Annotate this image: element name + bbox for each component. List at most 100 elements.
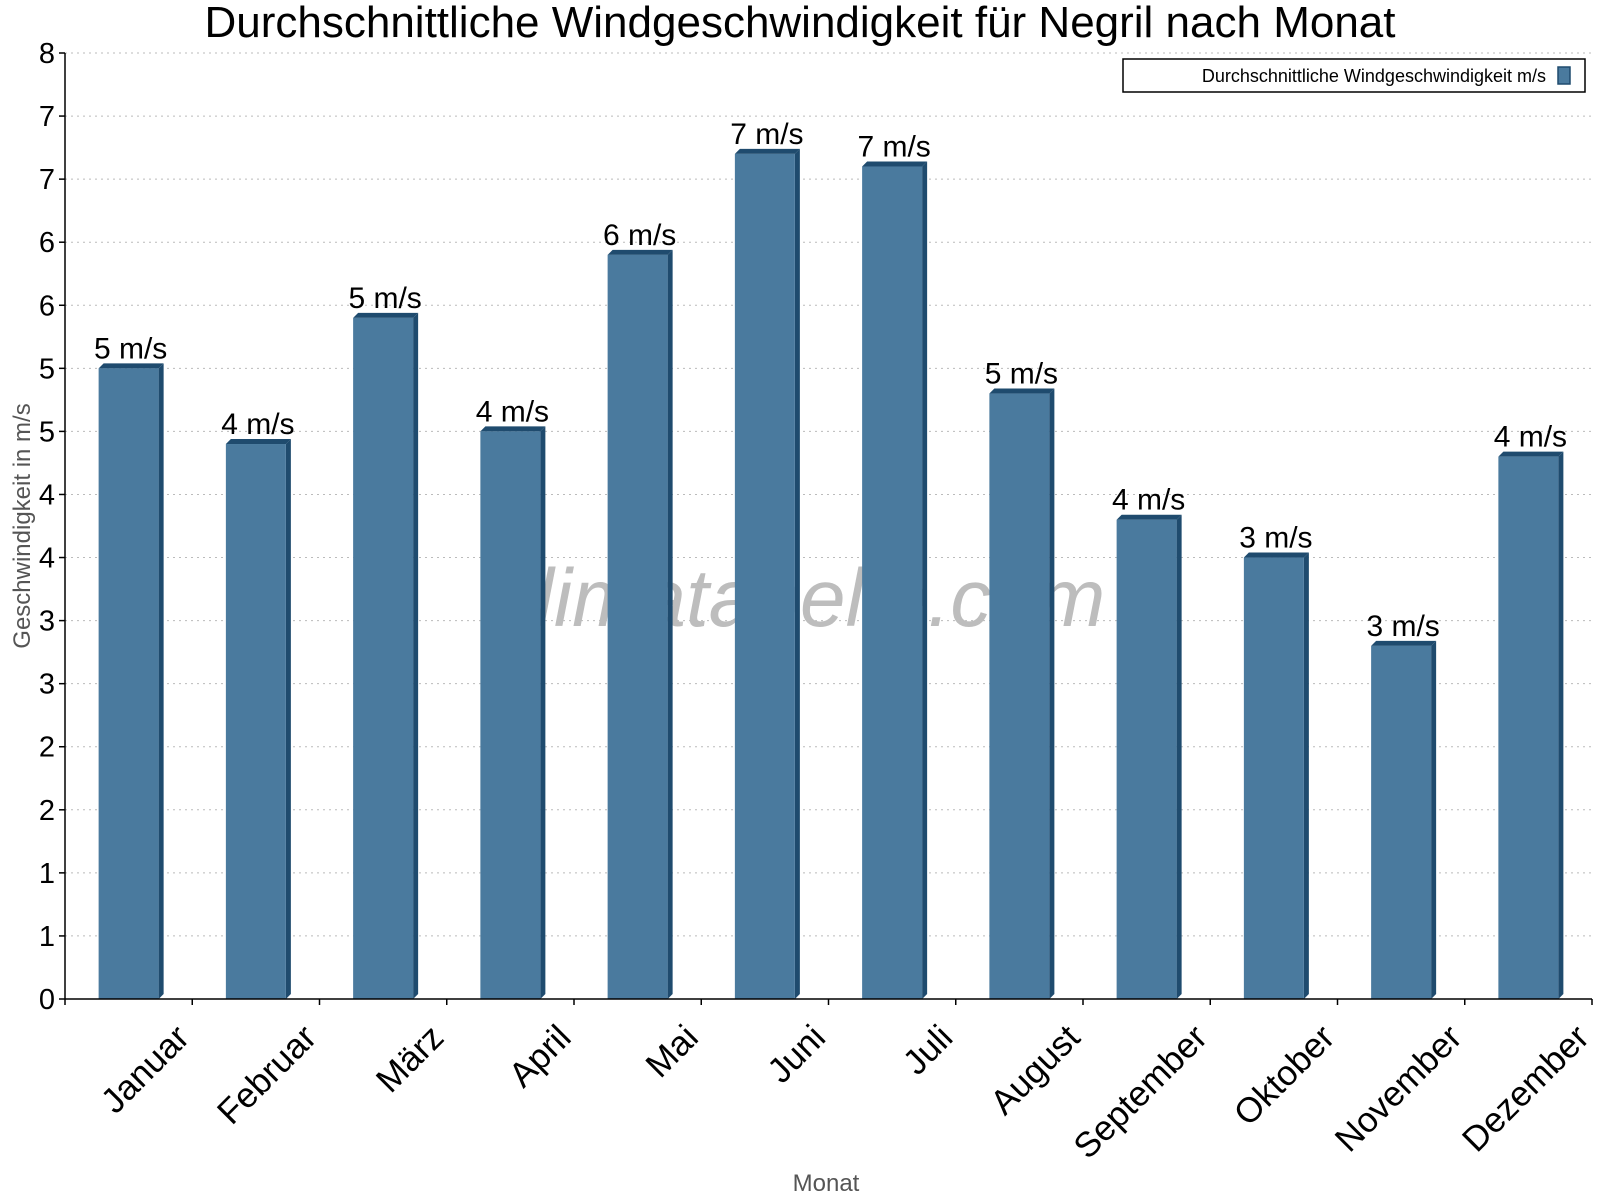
bar-side	[413, 312, 419, 999]
x-tick-label: April	[501, 1018, 578, 1095]
y-tick-label: 4	[39, 543, 55, 575]
bar	[989, 393, 1050, 999]
data-label: 4 m/s	[221, 408, 294, 441]
x-tick-label: Juli	[896, 1018, 961, 1083]
x-tick-label: August	[983, 1017, 1088, 1122]
bar-top	[1371, 640, 1437, 646]
data-label: 7 m/s	[730, 118, 803, 151]
bar-top	[1498, 451, 1564, 457]
bar-top	[862, 161, 928, 167]
bar-top	[1116, 514, 1182, 520]
x-tick-label: November	[1328, 1017, 1470, 1159]
bar-top	[353, 312, 419, 318]
x-tick-label: Oktober	[1226, 1017, 1342, 1133]
bar-side	[1303, 552, 1309, 999]
bar	[607, 254, 668, 999]
x-axis-ticks: Januar Februar März April Mai Juni Juli AugustS…	[64, 999, 1597, 1166]
bar-side	[1049, 388, 1055, 999]
data-label: 5 m/s	[348, 282, 421, 315]
bar-juni: 7 m/s	[730, 118, 804, 999]
bar-series: 5 m/s 4 m/s 5 m/s 4 m/s 6 m/s 7 m/s 7 m/s 5 m/s…	[94, 118, 1567, 1000]
y-tick-label: 7	[39, 164, 55, 196]
chart-title: Durchschnittliche Windgeschwindigkeit fü…	[205, 0, 1396, 47]
bar-top	[734, 148, 800, 154]
data-label: 7 m/s	[857, 131, 930, 164]
y-tick-label: 6	[39, 290, 55, 322]
bar-side	[1431, 640, 1437, 999]
legend-swatch	[1557, 66, 1571, 85]
data-label: 3 m/s	[1366, 610, 1439, 643]
bar-side	[540, 426, 546, 999]
y-tick-label: 1	[39, 858, 55, 890]
bar-top	[225, 439, 291, 445]
data-label: 4 m/s	[1494, 421, 1567, 454]
bar-side	[667, 249, 673, 999]
y-tick-label: 6	[39, 227, 55, 259]
bar-side	[285, 439, 291, 1000]
bar	[98, 368, 159, 999]
bar-mai: 6 m/s	[603, 219, 676, 999]
y-tick-label: 5	[39, 416, 55, 448]
y-tick-label: 1	[39, 921, 55, 953]
bar	[480, 431, 541, 999]
legend: Durchschnittliche Windgeschwindigkeit m/…	[1122, 58, 1586, 93]
bar-side	[158, 363, 164, 999]
bar-oktober: 3 m/s	[1239, 522, 1313, 999]
bar-side	[1558, 451, 1564, 999]
bar	[353, 317, 414, 999]
x-tick-label: Mai	[638, 1018, 705, 1085]
y-axis-title: Geschwindigkeit in m/s	[9, 403, 36, 648]
data-label: 5 m/s	[985, 358, 1058, 391]
axes	[64, 53, 1592, 1000]
bar-dezember: 4 m/s	[1494, 421, 1567, 999]
bar	[1243, 557, 1304, 999]
bar-märz: 5 m/s	[348, 282, 422, 999]
y-tick-label: 2	[39, 732, 55, 764]
bar-top	[607, 249, 673, 255]
bar-august: 5 m/s	[985, 358, 1058, 999]
bar-februar: 4 m/s	[221, 408, 295, 1000]
bar-september: 4 m/s	[1112, 484, 1185, 999]
y-tick-label: 3	[39, 669, 55, 701]
bar-top	[1243, 552, 1309, 558]
bar	[225, 444, 286, 1000]
x-tick-label: März	[369, 1018, 452, 1101]
bar	[1371, 645, 1432, 999]
x-tick-label: Februar	[210, 1017, 324, 1131]
y-tick-label: 7	[39, 101, 55, 133]
bar-top	[989, 388, 1055, 394]
data-label: 6 m/s	[603, 219, 676, 252]
x-tick-label: September	[1066, 1017, 1215, 1166]
x-tick-label: Dezember	[1455, 1017, 1597, 1159]
data-label: 4 m/s	[476, 395, 549, 428]
bar-juli: 7 m/s	[857, 131, 931, 999]
x-axis-title: Monat	[793, 1170, 860, 1197]
bar	[734, 153, 795, 999]
x-tick-label: Januar	[94, 1017, 197, 1120]
grid-lines	[65, 52, 1592, 937]
bar-april: 4 m/s	[476, 395, 549, 999]
bar	[862, 166, 923, 999]
y-tick-label: 4	[39, 479, 55, 511]
bar-side	[922, 161, 928, 999]
bar-top	[480, 426, 546, 432]
bar-top	[98, 363, 164, 369]
data-label: 5 m/s	[94, 332, 167, 365]
bar-november: 3 m/s	[1366, 610, 1440, 999]
y-tick-label: 2	[39, 795, 55, 827]
bar	[1116, 519, 1177, 999]
legend-box	[1122, 58, 1586, 93]
bar-side	[794, 148, 800, 999]
y-tick-label: 0	[39, 984, 55, 1016]
y-tick-label: 8	[39, 38, 55, 70]
data-label: 4 m/s	[1112, 484, 1185, 517]
x-tick-label: Juni	[760, 1018, 833, 1091]
bar-januar: 5 m/s	[94, 332, 167, 999]
legend-label: Durchschnittliche Windgeschwindigkeit m/…	[1202, 66, 1546, 86]
y-tick-label: 3	[39, 606, 55, 638]
data-label: 3 m/s	[1239, 522, 1312, 555]
bar	[1498, 456, 1559, 999]
bar-side	[1176, 514, 1182, 999]
y-axis-ticks: 0 1 1 2 2 3 3 4 4 5 5 6 6 7 7 8	[39, 38, 65, 1016]
